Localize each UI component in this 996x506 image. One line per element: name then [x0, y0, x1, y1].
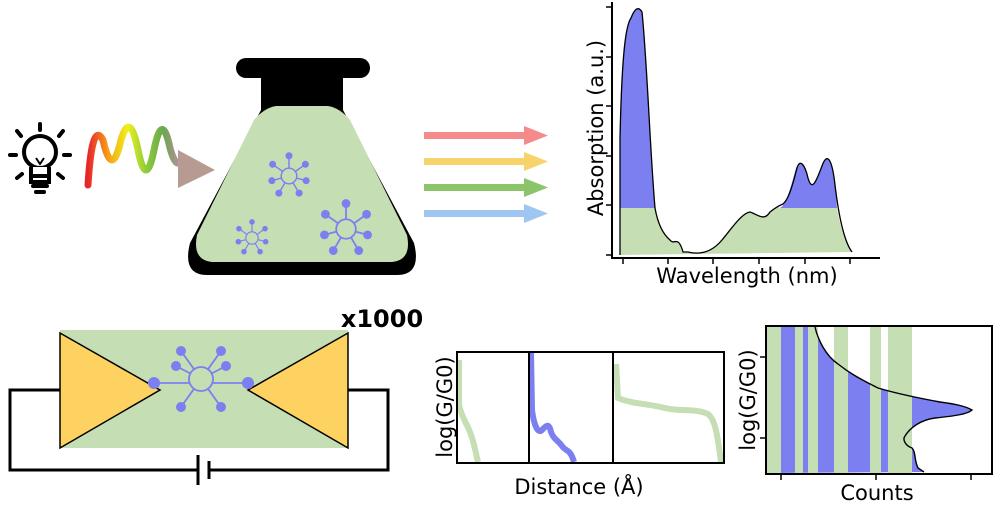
conductance-histogram: log(G/G0) Counts [736, 325, 993, 505]
traces-frame [456, 351, 725, 464]
histogram-y-ticks [760, 356, 766, 439]
spectrum-axes [611, 2, 880, 259]
spectrum-curve [619, 8, 853, 255]
blue-arrow-head [524, 204, 548, 223]
green-arrow-shaft [424, 184, 527, 191]
histogram-frame [765, 325, 993, 475]
traces-y-label: log(G/G0) [433, 356, 457, 457]
flask-icon [188, 58, 416, 275]
absorption-spectrum: Absorption (a.u.) Wavelength (nm) [584, 2, 880, 288]
yellow-arrow-shaft [424, 158, 527, 165]
battery-icon [196, 455, 211, 485]
histogram-x-label: Counts [840, 481, 913, 505]
spectrum-x-label: Wavelength (nm) [656, 264, 837, 288]
trace-1 [456, 360, 481, 463]
molecule-icon [148, 346, 254, 412]
red-arrow-head [524, 126, 548, 145]
yellow-arrow-head [524, 152, 548, 171]
histogram-curve [814, 326, 974, 473]
spectrum-blue-band-2 [780, 158, 837, 208]
blue-arrow-shaft [424, 210, 527, 217]
green-arrow-head [524, 178, 548, 197]
spectrum-blue-band-1 [620, 8, 655, 208]
spectrum-y-label: Absorption (a.u.) [584, 40, 608, 216]
spectrum-y-ticks [606, 6, 612, 256]
light-wave-icon [84, 123, 215, 189]
spectrum-x-ticks [622, 258, 851, 264]
histogram-y-label: log(G/G0) [736, 349, 760, 450]
traces-x-label: Distance (Å) [514, 473, 643, 499]
histogram-x-ticks [780, 474, 972, 480]
trace-2 [528, 351, 577, 463]
lightbulb-icon [8, 122, 72, 194]
circuit-wire [8, 388, 390, 472]
red-arrow-shaft [424, 132, 527, 139]
spectrum-green-band [620, 207, 852, 255]
junction-diagram: x1000 [8, 305, 423, 485]
trace-3 [613, 363, 724, 463]
repeat-count-label: x1000 [341, 305, 423, 333]
traces-dividers [528, 352, 614, 463]
conductance-traces: log(G/G0) Distance (Å) [433, 351, 725, 499]
emission-arrows [424, 126, 548, 223]
